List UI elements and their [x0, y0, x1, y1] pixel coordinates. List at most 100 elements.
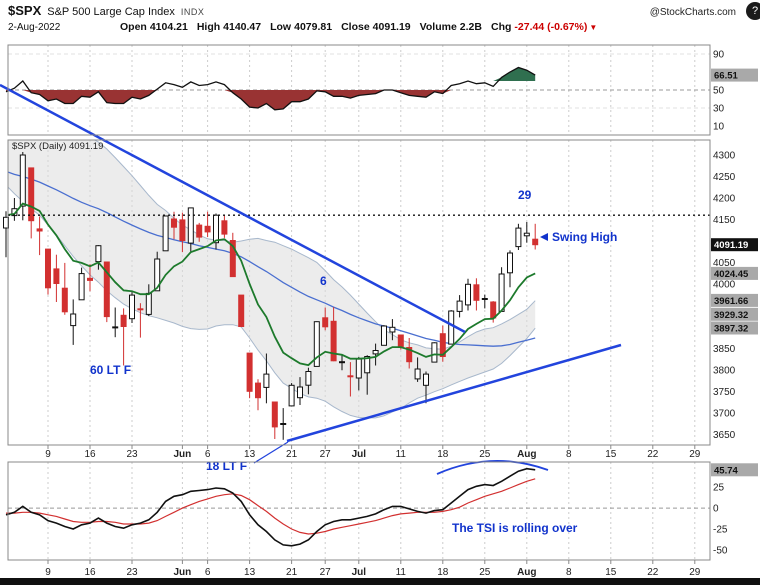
svg-text:15: 15 [605, 567, 617, 578]
svg-text:Aug: Aug [517, 449, 536, 460]
ema-line [8, 202, 536, 367]
quote-high: High 4140.47 [196, 21, 262, 33]
svg-text:50: 50 [713, 86, 725, 97]
svg-text:4050: 4050 [713, 258, 736, 269]
quote-date: 2-Aug-2022 [8, 22, 61, 33]
svg-text:8: 8 [566, 449, 572, 460]
svg-text:13: 13 [244, 567, 256, 578]
price-legend: $SPX (Daily) 4091.19 [12, 141, 103, 152]
svg-text:4000: 4000 [713, 279, 736, 290]
candlesticks [3, 152, 539, 440]
svg-text:22: 22 [647, 449, 659, 460]
svg-text:18: 18 [437, 449, 449, 460]
help-icon-glyph: ? [751, 5, 759, 17]
svg-text:23: 23 [126, 567, 138, 578]
svg-text:Jun: Jun [174, 567, 192, 578]
svg-text:4150: 4150 [713, 215, 736, 226]
bottom-bar [0, 578, 760, 585]
svg-text:29: 29 [689, 567, 701, 578]
bollinger-lower-line [8, 186, 536, 419]
svg-text:Jun: Jun [174, 449, 192, 460]
svg-text:3929.32: 3929.32 [714, 310, 748, 321]
svg-text:45.74: 45.74 [714, 465, 738, 476]
svg-text:21: 21 [286, 449, 298, 460]
svg-text:3700: 3700 [713, 408, 736, 419]
quote-close: Close 4091.19 [341, 21, 411, 33]
uptrend-support-line [286, 343, 622, 443]
scale-box-3897.32 [711, 321, 758, 335]
svg-text:0: 0 [713, 504, 719, 515]
svg-text:4024.45: 4024.45 [714, 269, 749, 280]
quote-open: Open 4104.21 [120, 21, 188, 33]
svg-text:22: 22 [647, 567, 659, 578]
scale-box-3929.32 [711, 307, 758, 321]
quote-row: 2-Aug-2022 Open 4104.21 High 4140.47 Low 40… [8, 21, 752, 33]
source-credit: @StockCharts.com [649, 7, 736, 18]
svg-text:-50: -50 [713, 545, 728, 556]
svg-text:6: 6 [205, 567, 211, 578]
date-axis: 9 9 16 16 23 23 Jun Jun 6 6 13 13 21 21 27 27 Jul Jul 11 11… [45, 445, 701, 578]
svg-text:11: 11 [396, 449, 407, 460]
symbol: $SPX [8, 3, 42, 18]
scale-box-66.51 [711, 68, 758, 82]
svg-text:3897.32: 3897.32 [714, 324, 748, 335]
svg-text:9: 9 [45, 449, 51, 460]
tsi-line [5, 467, 536, 547]
scale-box-4024.45 [711, 266, 758, 280]
tsi-rollover-arc [436, 460, 549, 475]
svg-text:23: 23 [126, 449, 138, 460]
help-icon[interactable]: ? [746, 2, 760, 20]
svg-text:3750: 3750 [713, 387, 736, 398]
svg-text:66.51: 66.51 [714, 71, 738, 82]
down-triangle-icon: ▼ [589, 23, 598, 32]
svg-text:30: 30 [713, 104, 725, 115]
svg-text:3850: 3850 [713, 344, 736, 355]
chart-header: $SPX S&P 500 Large Cap Index INDX @Stock… [0, 0, 760, 33]
svg-text:4200: 4200 [713, 194, 736, 205]
scale-box-4091.19 [711, 238, 758, 252]
svg-text:4300: 4300 [713, 151, 736, 162]
svg-text:-25: -25 [713, 525, 728, 536]
quote-low: Low 4079.81 [270, 21, 333, 33]
label-29: 29 [518, 188, 532, 202]
svg-text:27: 27 [320, 567, 332, 578]
svg-text:27: 27 [320, 449, 332, 460]
svg-text:25: 25 [713, 483, 725, 494]
rsi-below-midline-fill [6, 90, 536, 110]
svg-text:Jul: Jul [352, 449, 367, 460]
svg-text:21: 21 [286, 567, 298, 578]
svg-text:11: 11 [396, 567, 407, 578]
exchange-label: INDX [180, 7, 205, 17]
scale-box-3961.66 [711, 293, 758, 307]
svg-text:Aug: Aug [517, 567, 536, 578]
label-60-lt-f: 60 LT F [90, 363, 131, 377]
svg-text:16: 16 [84, 449, 96, 460]
svg-text:25: 25 [479, 449, 491, 460]
swing-high-arrow [540, 233, 548, 241]
svg-text:18: 18 [437, 567, 449, 578]
quote-change: Chg -27.44 (-0.67%) ▼ [490, 21, 598, 33]
panel-borders [7, 44, 711, 561]
rsi-overbought-fill [6, 67, 536, 81]
svg-text:29: 29 [689, 449, 701, 460]
label-swing-high: Swing High [552, 230, 617, 244]
rsi-line [5, 66, 536, 111]
downtrend-line [0, 83, 466, 334]
svg-text:4091.19: 4091.19 [714, 240, 748, 251]
price-scale: 4300 4250 4200 4150 4050 4000 3850 3800 3750 3700… [711, 50, 758, 556]
svg-text:3800: 3800 [713, 365, 736, 376]
label-18-lt-f: 18 LT F [206, 459, 247, 473]
title-row: $SPX S&P 500 Large Cap Index INDX @Stock… [8, 3, 752, 18]
scale-box-45.74 [711, 463, 758, 477]
label-6: 6 [320, 274, 327, 288]
label-tsi-rolling-over: The TSI is rolling over [452, 521, 578, 535]
svg-text:13: 13 [244, 449, 256, 460]
svg-text:8: 8 [566, 567, 572, 578]
svg-text:3961.66: 3961.66 [714, 296, 748, 307]
svg-text:4250: 4250 [713, 172, 736, 183]
svg-text:90: 90 [713, 50, 725, 61]
svg-text:6: 6 [205, 449, 211, 460]
svg-text:25: 25 [479, 567, 491, 578]
